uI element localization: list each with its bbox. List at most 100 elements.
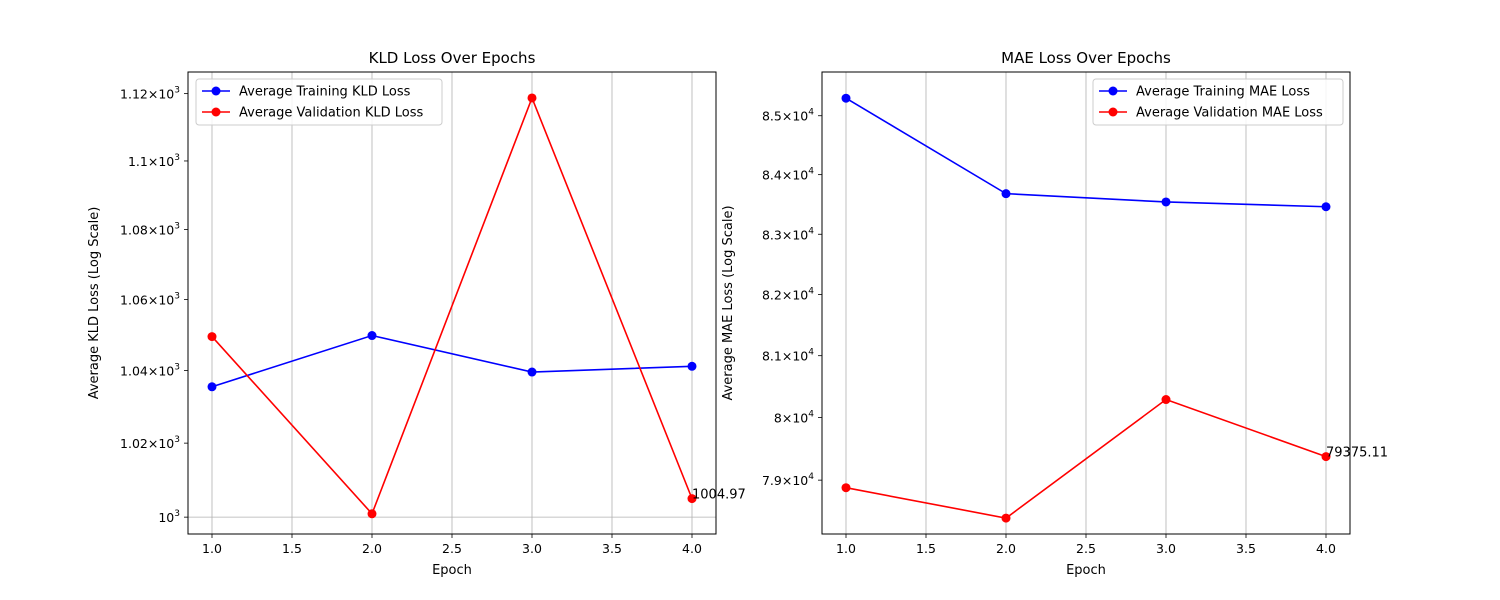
y-tick-base: 10: [158, 223, 174, 238]
y-tick-times: ×: [148, 436, 158, 451]
y-tick-times: ×: [148, 223, 158, 238]
y-tick-exponent: 3: [174, 222, 180, 232]
legend-swatch-marker: [1108, 86, 1118, 96]
y-tick-label: 8.3×104: [762, 226, 814, 242]
value-annotation: 79375.11: [1326, 446, 1388, 461]
x-tick-label: 2.0: [362, 541, 382, 556]
x-tick-label: 2.0: [996, 541, 1016, 556]
y-axis-label: Average KLD Loss (Log Scale): [87, 207, 102, 400]
y-tick-times: ×: [782, 411, 792, 426]
y-tick-label: 1.1×103: [128, 153, 180, 169]
y-tick-exponent: 3: [174, 86, 180, 96]
y-tick-label: 1.08×103: [120, 222, 180, 238]
y-tick-exponent: 3: [174, 435, 180, 445]
x-tick-label: 1.0: [202, 541, 222, 556]
data-point-validation: [527, 93, 537, 103]
y-tick-base: 10: [792, 168, 808, 183]
y-tick-mantissa: 1.12: [120, 87, 148, 102]
x-tick-label: 3.5: [1236, 541, 1256, 556]
y-tick-exponent: 4: [808, 472, 814, 482]
legend: Average Training KLD Loss Average Validat…: [195, 78, 443, 126]
legend-label: Average Training MAE Loss: [1136, 85, 1310, 100]
y-tick-base: 10: [158, 510, 174, 525]
y-tick-exponent: 3: [174, 153, 180, 163]
y-tick-label: 1.02×103: [120, 435, 180, 451]
x-tick-label: 1.0: [836, 541, 856, 556]
y-tick-times: ×: [148, 87, 158, 102]
y-tick-base: 10: [158, 154, 174, 169]
y-tick-mantissa: 1.1: [128, 154, 148, 169]
x-tick-label: 1.5: [916, 541, 936, 556]
y-tick-mantissa: 1.08: [120, 223, 148, 238]
data-point-training: [1001, 189, 1011, 199]
y-tick-exponent: 4: [808, 348, 814, 358]
y-tick-mantissa: 8.2: [762, 288, 782, 303]
y-tick-base: 10: [158, 87, 174, 102]
data-point-training: [687, 361, 697, 371]
y-tick-mantissa: 7.9: [762, 473, 782, 488]
y-tick-base: 10: [158, 364, 174, 379]
y-tick-mantissa: 8.3: [762, 227, 782, 242]
y-tick-mantissa: 8.1: [762, 349, 782, 364]
y-tick-base: 10: [792, 288, 808, 303]
legend: Average Training MAE Loss Average Validat…: [1092, 78, 1344, 126]
legend-swatch-marker: [211, 86, 221, 96]
mae-loss-chart: 1.0 1.5 2.0 2.5 3.0 3.5 4.07.9×1048×1048.1×104…: [721, 49, 1388, 578]
y-tick-exponent: 4: [808, 167, 814, 177]
y-tick-base: 10: [158, 292, 174, 307]
series-line-validation: [845, 398, 1327, 519]
value-annotation: 1004.97: [692, 488, 746, 503]
y-tick-base: 10: [792, 411, 808, 426]
y-tick-exponent: 4: [808, 287, 814, 297]
data-point-training: [1321, 202, 1331, 212]
x-tick-label: 4.0: [682, 541, 702, 556]
y-tick-mantissa: 1.04: [120, 364, 148, 379]
data-point-training: [367, 331, 377, 341]
y-tick-label: 8×104: [774, 410, 814, 426]
data-point-training: [1161, 197, 1171, 207]
series-line-training: [845, 97, 1327, 208]
series-line-validation: [211, 95, 693, 516]
legend-label: Average Validation KLD Loss: [239, 106, 423, 121]
series-line-training: [211, 334, 693, 388]
data-point-training: [207, 382, 217, 392]
y-tick-times: ×: [148, 364, 158, 379]
y-tick-base: 10: [792, 109, 808, 124]
data-point-validation: [1321, 452, 1331, 462]
y-tick-label: 103: [158, 509, 180, 525]
data-point-validation: [841, 483, 851, 493]
y-tick-base: 10: [792, 473, 808, 488]
y-tick-label: 8.4×104: [762, 167, 814, 183]
chart-title: KLD Loss Over Epochs: [369, 49, 536, 67]
y-tick-label: 1.04×103: [120, 363, 180, 379]
legend-box: [1092, 78, 1344, 126]
legend-label: Average Validation MAE Loss: [1136, 106, 1323, 121]
y-tick-times: ×: [782, 473, 792, 488]
y-tick-exponent: 3: [174, 509, 180, 519]
y-tick-times: ×: [782, 288, 792, 303]
x-axis-label: Epoch: [432, 563, 472, 578]
y-tick-mantissa: 1.02: [120, 436, 148, 451]
data-point-validation: [687, 494, 697, 504]
y-tick-mantissa: 8: [774, 411, 782, 426]
x-tick-label: 3.5: [602, 541, 622, 556]
y-tick-exponent: 3: [174, 363, 180, 373]
x-tick-label: 4.0: [1316, 541, 1336, 556]
y-tick-times: ×: [148, 154, 158, 169]
data-point-validation: [367, 509, 377, 519]
y-tick-times: ×: [782, 227, 792, 242]
y-tick-base: 10: [792, 349, 808, 364]
y-tick-label: 1.12×103: [120, 86, 180, 102]
y-tick-exponent: 3: [174, 291, 180, 301]
x-axis-label: Epoch: [1066, 563, 1106, 578]
x-tick-label: 2.5: [442, 541, 462, 556]
y-tick-exponent: 4: [808, 226, 814, 236]
kld-loss-chart: 1.0 1.5 2.0 2.5 3.0 3.5 4.01031.02×1031.04×103…: [87, 49, 746, 578]
y-tick-times: ×: [148, 292, 158, 307]
x-tick-label: 1.5: [282, 541, 302, 556]
y-tick-mantissa: 1.06: [120, 292, 148, 307]
legend-swatch-marker: [1108, 107, 1118, 117]
y-tick-base: 10: [158, 436, 174, 451]
y-tick-mantissa: 8.5: [762, 109, 782, 124]
